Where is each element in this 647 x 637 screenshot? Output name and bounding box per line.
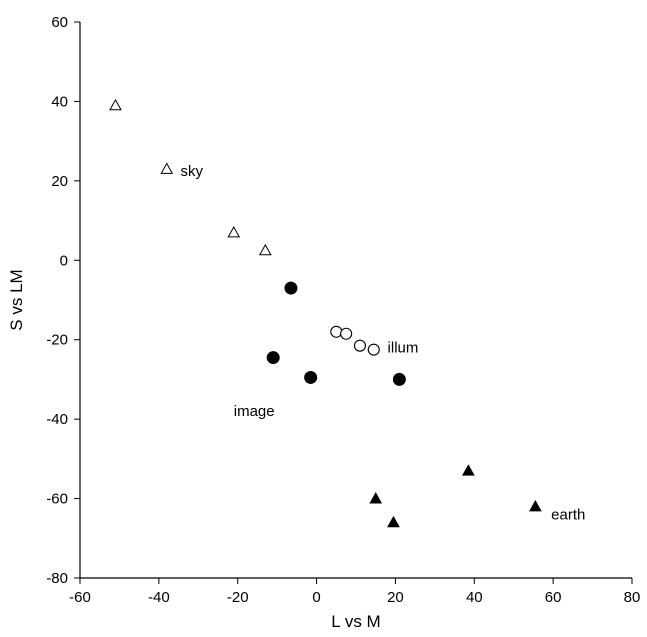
y-tick-label: 60	[51, 14, 68, 31]
x-tick-label: 40	[466, 589, 483, 606]
x-axis-title: L vs M	[331, 612, 380, 631]
y-tick-label: -80	[46, 570, 68, 587]
x-tick-label: 80	[624, 589, 641, 606]
image-point	[284, 281, 298, 295]
point-label-sky: sky	[181, 163, 204, 180]
y-axis: -80 -60 -40 -20 0 20 40 60	[46, 14, 80, 587]
plot-area	[79, 22, 632, 579]
point-label-illum: illum	[388, 340, 419, 357]
x-tick-label: -20	[227, 589, 249, 606]
y-tick-label: 20	[51, 173, 68, 190]
illum-point	[340, 327, 353, 340]
illum-point	[367, 343, 380, 356]
image-point	[266, 351, 280, 365]
point-labels: sky illum image earth	[181, 163, 586, 524]
sky-point	[109, 98, 122, 111]
earth-point	[462, 464, 475, 476]
y-axis-title: S vs LM	[7, 269, 26, 330]
y-tick-label: -20	[46, 332, 68, 349]
earth-point	[369, 492, 383, 504]
y-tick-label: -40	[46, 411, 68, 428]
image-point	[392, 372, 406, 386]
x-tick-label: 20	[387, 589, 404, 606]
data-points	[109, 98, 542, 528]
y-tick-label: -60	[46, 491, 68, 508]
x-axis: -60 -40 -20 0 20 40 60 80	[69, 578, 640, 606]
sky-point	[258, 243, 272, 256]
point-label-earth: earth	[551, 506, 585, 523]
x-tick-label: -60	[69, 589, 91, 606]
image-point	[304, 370, 318, 384]
sky-point	[227, 225, 241, 238]
point-label-image: image	[234, 403, 275, 420]
x-tick-label: 0	[312, 589, 320, 606]
earth-point	[387, 515, 400, 528]
y-tick-label: 0	[60, 252, 68, 269]
x-tick-label: 60	[545, 589, 562, 606]
illum-point	[330, 325, 343, 338]
illum-point	[353, 339, 366, 352]
earth-point	[529, 499, 542, 512]
y-tick-label: 40	[51, 93, 68, 110]
sky-point	[160, 162, 174, 174]
x-tick-label: -40	[148, 589, 170, 606]
